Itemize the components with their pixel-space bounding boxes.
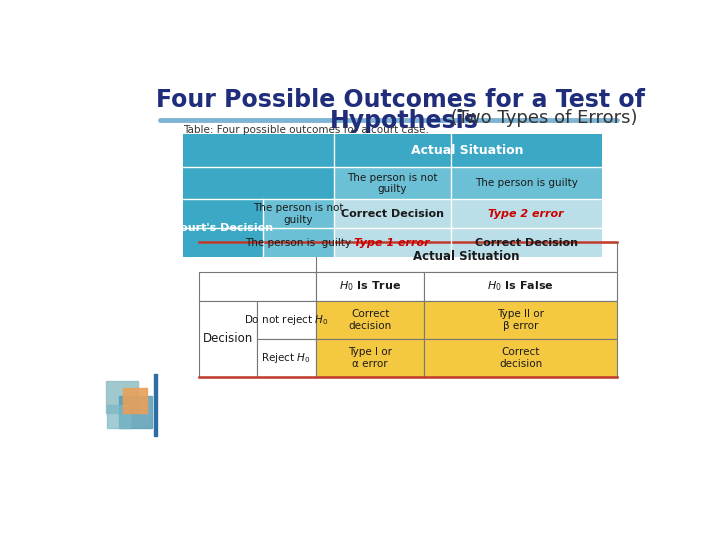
Bar <box>315 272 425 301</box>
Bar <box>451 167 601 199</box>
Bar <box>333 228 451 257</box>
Text: Hypothesis: Hypothesis <box>330 109 479 133</box>
Text: Court's Decision: Court's Decision <box>172 224 274 233</box>
Text: The person is not
guilty: The person is not guilty <box>347 173 438 194</box>
Text: The person is guilty: The person is guilty <box>474 178 577 188</box>
Text: (Two Types of Errors): (Two Types of Errors) <box>445 109 637 127</box>
Text: Actual Situation: Actual Situation <box>411 144 524 157</box>
Bar <box>199 301 257 377</box>
Text: Do not reject $H_0$: Do not reject $H_0$ <box>244 313 329 327</box>
Bar <box>199 272 315 301</box>
Text: Correct
decision: Correct decision <box>348 309 392 331</box>
Text: Type I or
α error: Type I or α error <box>348 347 392 369</box>
Bar <box>425 272 617 301</box>
Bar <box>451 228 601 257</box>
Text: Four Possible Outcomes for a Test of: Four Possible Outcomes for a Test of <box>156 88 644 112</box>
Bar <box>183 167 333 199</box>
Text: Correct
decision: Correct decision <box>499 347 542 369</box>
Text: Type 1 error: Type 1 error <box>354 238 430 248</box>
Text: Decision: Decision <box>202 333 253 346</box>
Text: Type 2 error: Type 2 error <box>488 209 564 219</box>
Bar <box>122 388 148 413</box>
Text: Correct Decision: Correct Decision <box>474 238 577 248</box>
Bar <box>315 242 617 272</box>
Text: Actual Situation: Actual Situation <box>413 250 520 263</box>
Bar <box>263 199 333 228</box>
Text: $H_0$ Is True: $H_0$ Is True <box>339 280 401 293</box>
Text: The person is  guilty: The person is guilty <box>245 238 351 248</box>
Bar <box>257 301 315 339</box>
Text: The person is not
guilty: The person is not guilty <box>253 203 343 225</box>
Text: Table: Four possible outcomes for a court case.: Table: Four possible outcomes for a cour… <box>183 125 429 135</box>
Bar <box>315 301 425 339</box>
Bar <box>107 405 130 428</box>
Bar <box>183 199 263 257</box>
Bar <box>263 228 333 257</box>
Bar <box>333 167 451 199</box>
Bar <box>315 339 425 377</box>
Bar <box>425 339 617 377</box>
Bar <box>257 339 315 377</box>
Text: Type II or
β error: Type II or β error <box>498 309 544 331</box>
Text: $H_0$ Is False: $H_0$ Is False <box>487 280 554 293</box>
Bar <box>451 199 601 228</box>
Bar <box>120 396 152 428</box>
Text: Reject $H_0$: Reject $H_0$ <box>261 351 311 365</box>
Bar <box>153 374 158 436</box>
Bar <box>106 381 138 413</box>
Bar <box>333 199 451 228</box>
Text: Correct Decision: Correct Decision <box>341 209 444 219</box>
Bar <box>425 301 617 339</box>
Bar <box>183 134 601 167</box>
Bar <box>199 242 315 272</box>
